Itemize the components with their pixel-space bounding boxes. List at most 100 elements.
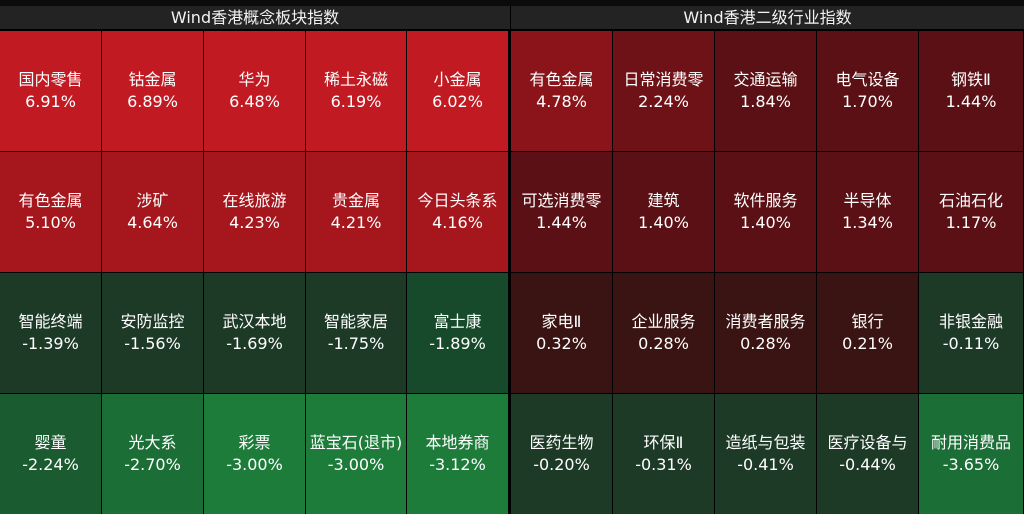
tile-change: 6.89% [127,92,178,111]
tile-name: 贵金属 [331,191,380,210]
heatmap-tile[interactable]: 武汉本地 -1.69% [204,273,305,393]
tile-name: 软件服务 [733,191,798,210]
heatmap-tile[interactable]: 医疗设备与 -0.44% [817,394,918,514]
heatmap-tile[interactable]: 软件服务 1.40% [715,152,816,272]
tile-change: 0.28% [638,334,689,353]
heatmap-tile[interactable]: 今日头条系 4.16% [407,152,508,272]
tile-name: 今日头条系 [417,191,498,210]
tile-change: 0.32% [536,334,587,353]
tile-change: -1.75% [327,334,385,353]
tile-change: -1.39% [22,334,79,353]
tile-name: 电气设备 [835,70,900,89]
tile-name: 半导体 [843,191,892,210]
heatmap-tile[interactable]: 家电Ⅱ 0.32% [511,273,612,393]
heatmap-tile[interactable]: 交通运输 1.84% [715,31,816,151]
heatmap-tile[interactable]: 电气设备 1.70% [817,31,918,151]
tile-change: -3.00% [226,455,283,474]
tile-name: 交通运输 [733,70,798,89]
tile-name: 智能家居 [323,312,388,331]
tile-change: 4.64% [127,213,178,232]
tile-name: 钢铁Ⅱ [951,70,991,89]
tile-change: 4.78% [536,92,587,111]
heatmap-tile[interactable]: 日常消费零 2.24% [613,31,714,151]
heatmap-tile[interactable]: 医药生物 -0.20% [511,394,612,514]
tile-change: -0.20% [533,455,590,474]
tile-change: -1.56% [124,334,181,353]
tile-change: 1.84% [740,92,791,111]
heatmap-tile[interactable]: 环保Ⅱ -0.31% [613,394,714,514]
tile-name: 医疗设备与 [827,433,908,452]
tile-name: 日常消费零 [623,70,704,89]
tile-name: 武汉本地 [222,312,287,331]
concept-index-panel: Wind香港概念板块指数 国内零售 6.91% 钴金属 6.89% 华为 6.48% … [0,6,510,514]
tile-name: 家电Ⅱ [541,312,582,331]
tile-change: -3.00% [327,455,385,474]
tile-name: 华为 [238,70,271,89]
tile-change: -1.89% [429,334,486,353]
tile-change: 6.91% [25,92,76,111]
heatmap-tile[interactable]: 国内零售 6.91% [0,31,101,151]
tile-name: 在线旅游 [222,191,287,210]
heatmap-tile[interactable]: 在线旅游 4.23% [204,152,305,272]
tile-name: 蓝宝石(退市) [309,433,403,452]
tile-change: 1.40% [740,213,791,232]
heatmap-tile[interactable]: 富士康 -1.89% [407,273,508,393]
tile-name: 本地券商 [425,433,490,452]
heatmap-tile[interactable]: 婴童 -2.24% [0,394,101,514]
heatmap-tile[interactable]: 半导体 1.34% [817,152,918,272]
heatmap-tile[interactable]: 蓝宝石(退市) -3.00% [306,394,406,514]
tile-name: 非银金融 [938,312,1003,331]
heatmap-tile[interactable]: 本地券商 -3.12% [407,394,508,514]
heatmap-tile[interactable]: 彩票 -3.00% [204,394,305,514]
tile-name: 稀土永磁 [323,70,388,89]
heatmap-grid: 有色金属 4.78% 日常消费零 2.24% 交通运输 1.84% 电气设备 1.70%… [511,31,1024,514]
heatmap-tile[interactable]: 有色金属 5.10% [0,152,101,272]
heatmap-tile[interactable]: 智能家居 -1.75% [306,273,406,393]
heatmap-tile[interactable]: 安防监控 -1.56% [102,273,203,393]
heatmap-tile[interactable]: 涉矿 4.64% [102,152,203,272]
tile-change: 2.24% [638,92,689,111]
tile-change: 6.19% [330,92,382,111]
heatmap-tile[interactable]: 银行 0.21% [817,273,918,393]
heatmap-tile[interactable]: 耐用消费品 -3.65% [919,394,1023,514]
tile-name: 耐用消费品 [930,433,1011,452]
heatmap-tile[interactable]: 贵金属 4.21% [306,152,406,272]
tile-change: -3.65% [942,455,1000,474]
heatmap-tile[interactable]: 建筑 1.40% [613,152,714,272]
tile-name: 环保Ⅱ [643,433,684,452]
tile-change: 1.40% [638,213,689,232]
tile-change: 1.34% [842,213,893,232]
tile-change: 1.70% [842,92,893,111]
tile-name: 国内零售 [18,70,83,89]
tile-name: 可选消费零 [521,191,602,210]
heatmap-tile[interactable]: 可选消费零 1.44% [511,152,612,272]
heatmap-tile[interactable]: 光大系 -2.70% [102,394,203,514]
tile-change: 1.17% [945,213,997,232]
tile-name: 有色金属 [18,191,83,210]
tile-change: -0.31% [635,455,692,474]
tile-change: 4.23% [229,213,280,232]
tile-name: 涉矿 [136,191,169,210]
tile-name: 婴童 [34,433,67,452]
heatmap-tile[interactable]: 华为 6.48% [204,31,305,151]
tile-name: 造纸与包装 [725,433,806,452]
heatmap-tile[interactable]: 稀土永磁 6.19% [306,31,406,151]
heatmap-tile[interactable]: 钴金属 6.89% [102,31,203,151]
heatmap-tile[interactable]: 小金属 6.02% [407,31,508,151]
tile-change: 1.44% [536,213,587,232]
heatmap-tile[interactable]: 有色金属 4.78% [511,31,612,151]
tile-change: -1.69% [226,334,283,353]
heatmap-tile[interactable]: 智能终端 -1.39% [0,273,101,393]
panel-title: Wind香港概念板块指数 [0,6,510,30]
heatmap-tile[interactable]: 钢铁Ⅱ 1.44% [919,31,1023,151]
tile-name: 钴金属 [128,70,177,89]
heatmap-grid: 国内零售 6.91% 钴金属 6.89% 华为 6.48% 稀土永磁 6.19% 小金属… [0,31,510,514]
heatmap-tile[interactable]: 石油石化 1.17% [919,152,1023,272]
heatmap-tile[interactable]: 非银金融 -0.11% [919,273,1023,393]
heatmap-tile[interactable]: 企业服务 0.28% [613,273,714,393]
heatmap-tile[interactable]: 造纸与包装 -0.41% [715,394,816,514]
tile-name: 建筑 [647,191,680,210]
panel-title: Wind香港二级行业指数 [511,6,1024,30]
heatmap-tile[interactable]: 消费者服务 0.28% [715,273,816,393]
top-strip [0,0,1024,6]
